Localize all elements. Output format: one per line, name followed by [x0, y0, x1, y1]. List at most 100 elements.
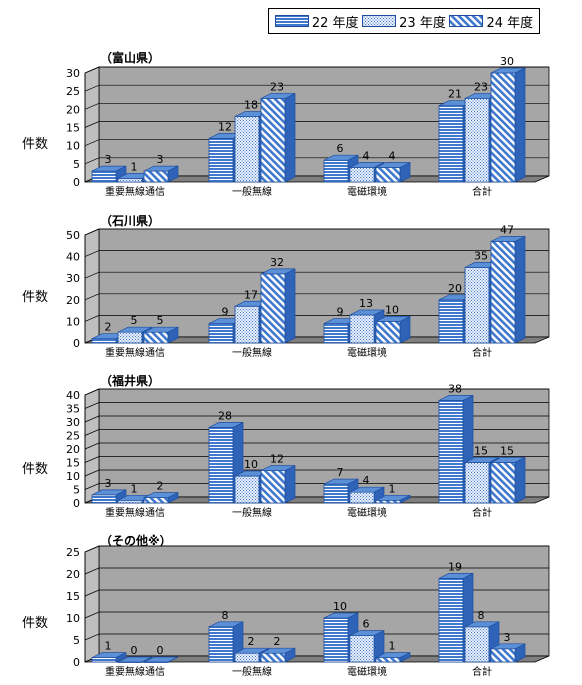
value-label: 3 — [157, 153, 164, 166]
category-label: 電磁環境 — [347, 185, 387, 198]
value-label: 19 — [448, 560, 462, 573]
panel-toyama: （富山県） 件数 0 5 10 15 20 25 30 3 1 3 重要無線通信 12 18 23 一般無線… — [0, 45, 582, 205]
bar-general-radio-fy24 — [260, 92, 296, 183]
category-label: 合計 — [472, 665, 492, 678]
bar-critical-radio-fy22 — [91, 165, 127, 183]
bar-chart-toyama: 0 5 10 15 20 25 30 3 1 3 重要無線通信 12 18 23 一般無線 6 4 4 電磁環境 21… — [66, 55, 550, 198]
gridline — [84, 611, 549, 619]
y-tick-label: 10 — [66, 140, 80, 153]
bar-chart-ishikawa: 0 10 20 30 40 50 2 5 5 重要無線通信 9 17 32 一般無線 9 13 10 電磁環境 20… — [66, 223, 550, 359]
y-tick-label: 30 — [66, 272, 80, 285]
gridline — [84, 589, 549, 597]
gridline — [84, 250, 549, 257]
y-tick-label: 20 — [66, 103, 80, 116]
legend-label-fy22: 22 年度 — [311, 15, 359, 31]
category-label: 一般無線 — [232, 665, 272, 678]
value-label: 10 — [244, 458, 258, 471]
y-tick-label: 15 — [66, 122, 80, 135]
bar-general-radio-fy24 — [260, 268, 296, 344]
gridline — [84, 567, 549, 575]
category-label: 合計 — [472, 185, 492, 198]
value-label: 0 — [131, 644, 138, 657]
value-label: 15 — [500, 445, 514, 458]
value-label: 4 — [389, 149, 396, 162]
value-label: 3 — [504, 631, 511, 644]
value-label: 9 — [222, 306, 229, 319]
value-label: 6 — [363, 618, 370, 631]
gridline — [84, 469, 549, 477]
gridline — [84, 102, 549, 110]
bar-critical-radio-fy24 — [143, 656, 179, 663]
y-tick-label: 5 — [73, 634, 80, 647]
value-label: 28 — [218, 409, 232, 422]
category-label: 重要無線通信 — [105, 665, 165, 678]
y-tick-label: 25 — [66, 85, 80, 98]
gridline — [84, 545, 549, 553]
value-label: 18 — [244, 99, 258, 112]
value-label: 10 — [385, 303, 399, 316]
bar-critical-radio-fy24 — [143, 492, 179, 504]
y-tick-label: 40 — [66, 251, 80, 264]
category-label: 重要無線通信 — [105, 185, 165, 198]
bar-total-fy24 — [490, 67, 526, 183]
gridline — [84, 429, 549, 436]
bar-general-radio-fy24 — [260, 465, 296, 504]
y-tick-label: 25 — [66, 546, 80, 559]
y-tick-label: 15 — [66, 457, 80, 470]
category-label: 重要無線通信 — [105, 506, 165, 519]
value-label: 9 — [337, 306, 344, 319]
legend-swatch-diag — [449, 15, 484, 27]
legend-item-fy24: 24 年度 — [449, 12, 533, 31]
y-tick-label: 50 — [66, 229, 80, 242]
value-label: 8 — [478, 609, 485, 622]
value-label: 0 — [157, 644, 164, 657]
legend-label-fy24: 24 年度 — [486, 15, 534, 31]
gridline — [84, 633, 549, 641]
gridline — [84, 228, 549, 236]
legend: 22 年度 23 年度 24 年度 — [268, 8, 540, 34]
legend-item-fy23: 23 年度 — [362, 12, 446, 31]
value-label: 1 — [389, 482, 396, 495]
panel-title: （石川県） — [100, 214, 161, 228]
value-label: 12 — [218, 120, 232, 133]
y-tick-label: 20 — [66, 294, 80, 307]
value-label: 20 — [448, 282, 462, 295]
y-tick-label: 35 — [66, 403, 80, 416]
panel-other: （その他※） 件数 0 5 10 15 20 25 1 0 0 重要無線通信 8 2 2 一般無線 10 6 1… — [0, 530, 582, 685]
y-tick-label: 30 — [66, 416, 80, 429]
bar-general-radio-fy24 — [260, 647, 296, 663]
value-label: 1 — [131, 482, 138, 495]
bar-em-environment-fy24 — [375, 315, 411, 344]
gridline — [84, 84, 549, 92]
value-label: 38 — [448, 382, 462, 395]
y-tick-label: 30 — [66, 67, 80, 80]
gridline — [84, 442, 549, 450]
value-label: 8 — [222, 609, 229, 622]
value-label: 35 — [474, 249, 488, 262]
y-axis-label: 件数 — [22, 462, 49, 477]
value-label: 4 — [363, 474, 370, 487]
value-label: 2 — [157, 480, 164, 493]
value-label: 21 — [448, 88, 462, 101]
bar-em-environment-fy24 — [375, 494, 411, 504]
side-wall — [84, 545, 100, 663]
gridline — [84, 293, 549, 301]
value-label: 12 — [270, 453, 284, 466]
value-label: 13 — [359, 297, 373, 310]
gridline — [84, 66, 549, 74]
y-axis-label: 件数 — [22, 290, 49, 305]
value-label: 10 — [333, 600, 347, 613]
y-tick-label: 20 — [66, 568, 80, 581]
category-label: 重要無線通信 — [105, 346, 165, 359]
value-label: 23 — [270, 80, 284, 93]
bar-critical-radio-fy24 — [143, 165, 179, 183]
y-tick-label: 0 — [73, 656, 80, 669]
panel-fukui: （福井県） 件数 0 5 10 15 20 25 30 35 40 3 1 2 重要無線通信 28 10 12… — [0, 370, 582, 530]
y-tick-label: 40 — [66, 389, 80, 402]
bar-critical-radio-fy22 — [91, 652, 127, 663]
gridline — [84, 415, 549, 423]
y-tick-label: 0 — [73, 176, 80, 189]
value-label: 47 — [500, 223, 514, 236]
